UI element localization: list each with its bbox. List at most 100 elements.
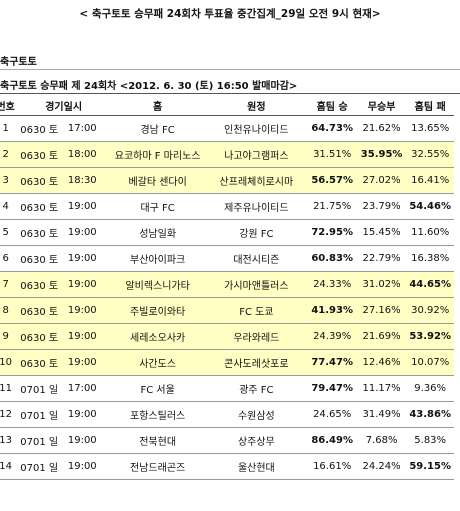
table-cell: 32.55%: [406, 141, 454, 168]
table-cell: 강원 FC: [205, 219, 308, 246]
table-cell: 9.36%: [406, 375, 454, 402]
table-cell: 요코하마 F 마리노스: [109, 141, 206, 168]
table-cell: 41.93%: [307, 297, 357, 324]
table-cell: 19:00: [64, 193, 110, 220]
table-cell: 11.60%: [406, 219, 454, 246]
table-cell: 35.95%: [356, 141, 407, 168]
table-row: 2 0630 토 18:00 요코하마 F 마리노스 나고야그램퍼스 31.51% 35.9…: [0, 141, 454, 168]
table-cell: 포항스틸러스: [109, 401, 206, 428]
table-cell: 53.92%: [406, 323, 454, 350]
table-row: 1 0630 토 17:00 경남 FC 인천유나이티드 64.73% 21.62% 13.6…: [0, 115, 454, 142]
table-cell: 11: [0, 375, 18, 402]
table-cell: 10: [0, 349, 18, 376]
table-cell: 19:00: [64, 349, 110, 376]
table-cell: 가시마앤틀러스: [205, 271, 308, 298]
table-cell: 17:00: [64, 115, 110, 142]
table-cell: 43.86%: [406, 401, 454, 428]
header-row: 번호 경기일시 홈 원정 홈팀 승 무승부 홈팀 패: [0, 95, 454, 116]
table-cell: 18:30: [64, 167, 110, 194]
table-cell: 86.49%: [307, 427, 357, 454]
table-cell: 23.79%: [356, 193, 407, 220]
table-cell: 광주 FC: [205, 375, 308, 402]
table-cell: 9: [0, 323, 18, 350]
column-header: 무승부: [356, 95, 407, 116]
table-cell: 인천유나이티드: [205, 115, 308, 142]
table-cell: 베갈타 센다이: [109, 167, 206, 194]
table-cell: 13.65%: [406, 115, 454, 142]
table-cell: 19:00: [64, 453, 110, 480]
table-cell: 5: [0, 219, 18, 246]
table-row: 10 0630 토 19:00 사간도스 콘사도레삿포로 77.47% 12.46% 10.0…: [0, 349, 454, 376]
table-cell: 0630 토: [17, 219, 65, 246]
table-cell: 19:00: [64, 245, 110, 272]
table-cell: 54.46%: [406, 193, 454, 220]
table-cell: 18:00: [64, 141, 110, 168]
table-row: 3 0630 토 18:30 베갈타 센다이 산프레체히로시마 56.57% 27.02% 1…: [0, 167, 454, 194]
table-row: 4 0630 토 19:00 대구 FC 제주유나이티드 21.75% 23.79% 54.4…: [0, 193, 454, 220]
table-cell: 77.47%: [307, 349, 357, 376]
table-row: 12 0701 일 19:00 포항스틸러스 수원삼성 24.65% 31.49% 43.86…: [0, 401, 454, 428]
table-cell: 16.61%: [307, 453, 357, 480]
table-cell: 부산아이파크: [109, 245, 206, 272]
table-row: 9 0630 토 19:00 세레소오사카 우라와레드 24.39% 21.69% 53.92…: [0, 323, 454, 350]
table-row: 14 0701 일 19:00 전남드래곤즈 울산현대 16.61% 24.24% 59.15…: [0, 453, 454, 480]
table-cell: 주빌로이와타: [109, 297, 206, 324]
table-cell: 21.69%: [356, 323, 407, 350]
table-cell: 4: [0, 193, 18, 220]
table-cell: 24.33%: [307, 271, 357, 298]
table-cell: 0701 일: [17, 375, 65, 402]
table-cell: 15.45%: [356, 219, 407, 246]
column-header: 번호: [0, 95, 18, 116]
table-cell: 0630 토: [17, 349, 65, 376]
subtitle: 축구토토 승무패 제 24회차 <2012. 6. 30 (토) 16:50 발…: [0, 77, 460, 94]
table-cell: 56.57%: [307, 167, 357, 194]
table-row: 7 0630 토 19:00 알비렉스니가타 가시마앤틀러스 24.33% 31.02% 44…: [0, 271, 454, 298]
table-cell: 64.73%: [307, 115, 357, 142]
table-cell: 11.17%: [356, 375, 407, 402]
column-header: 홈팀 승: [307, 95, 357, 116]
table-cell: 44.65%: [406, 271, 454, 298]
table-cell: 2: [0, 141, 18, 168]
table-cell: 성남일화: [109, 219, 206, 246]
table-cell: 17:00: [64, 375, 110, 402]
table-cell: 세레소오사카: [109, 323, 206, 350]
table-cell: 1: [0, 115, 18, 142]
table-row: 13 0701 일 19:00 전북현대 상주상무 86.49% 7.68% 5.83%: [0, 427, 454, 454]
table-cell: 대구 FC: [109, 193, 206, 220]
table-cell: 전북현대: [109, 427, 206, 454]
table-cell: 22.79%: [356, 245, 407, 272]
table-cell: 24.39%: [307, 323, 357, 350]
table-cell: 0630 토: [17, 167, 65, 194]
table-body: 1 0630 토 17:00 경남 FC 인천유나이티드 64.73% 21.62% 13.6…: [0, 115, 454, 480]
table-cell: 산프레체히로시마: [205, 167, 308, 194]
table-cell: 19:00: [64, 297, 110, 324]
table-cell: 21.75%: [307, 193, 357, 220]
table-cell: 16.41%: [406, 167, 454, 194]
table-cell: 27.02%: [356, 167, 407, 194]
table-cell: 나고야그램퍼스: [205, 141, 308, 168]
table-cell: 사간도스: [109, 349, 206, 376]
table-cell: 7.68%: [356, 427, 407, 454]
table-cell: 제주유나이티드: [205, 193, 308, 220]
column-header: 원정: [205, 95, 308, 116]
table-row: 5 0630 토 19:00 성남일화 강원 FC 72.95% 15.45% 11.60%: [0, 219, 454, 246]
table-cell: 31.02%: [356, 271, 407, 298]
table-cell: 알비렉스니가타: [109, 271, 206, 298]
table-cell: 5.83%: [406, 427, 454, 454]
table-cell: 12.46%: [356, 349, 407, 376]
table-cell: 14: [0, 453, 18, 480]
table-cell: 0630 토: [17, 271, 65, 298]
table-cell: 0630 토: [17, 115, 65, 142]
table-row: 6 0630 토 19:00 부산아이파크 대전시티즌 60.83% 22.79% 16.38…: [0, 245, 454, 272]
table-cell: 19:00: [64, 219, 110, 246]
table-cell: 21.62%: [356, 115, 407, 142]
title: < 축구토토 승무패 24회차 투표율 중간집계_29일 오전 9시 현재>: [79, 8, 381, 20]
table-cell: 0630 토: [17, 141, 65, 168]
table-cell: 60.83%: [307, 245, 357, 272]
table-cell: 59.15%: [406, 453, 454, 480]
table-cell: FC 서울: [109, 375, 206, 402]
table-cell: 31.51%: [307, 141, 357, 168]
table-cell: 12: [0, 401, 18, 428]
vote-table: 번호 경기일시 홈 원정 홈팀 승 무승부 홈팀 패 1 0630 토 17:00 경남 FC 인천…: [0, 95, 454, 480]
